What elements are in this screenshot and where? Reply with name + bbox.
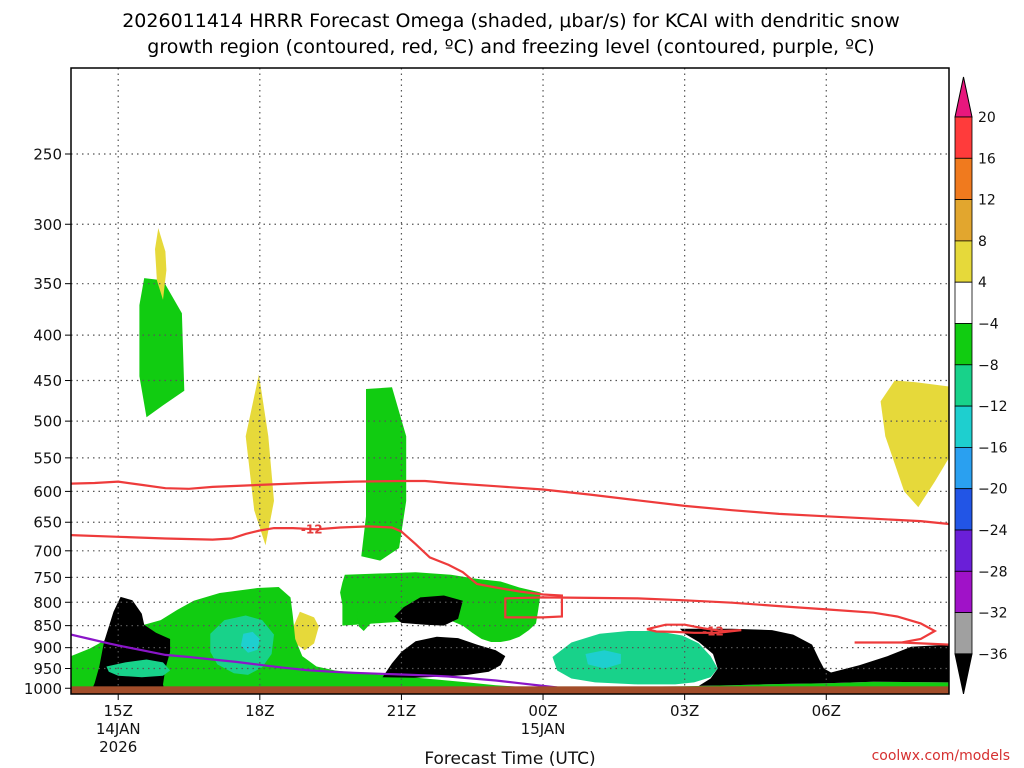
omega-region-white-8 [382,636,506,678]
ground-fill [71,686,949,694]
colorbar-label-10: −24 [978,523,1008,539]
x-axis-label: Forecast Time (UTC) [424,749,595,768]
colorbar-swatch-8 [954,446,973,490]
freezing-level-contour [71,633,558,689]
omega-regions [71,228,949,694]
omega-region-white-9 [679,628,949,686]
y-tick-label-650: 650 [33,514,62,532]
dgz-contour-closed [646,623,742,634]
y-tick-label-450: 450 [33,372,62,390]
colorbar-label-2: 12 [978,193,996,209]
x-tick-label-21Z: 21Z [387,702,416,720]
colorbar: 20 16 12 8 4 −4 −8 −12 −16 −20 −24 −28 −32 −36 [954,76,1008,695]
contour-label-1: -12 [702,624,724,638]
colorbar-label-7: −12 [978,399,1008,415]
colorbar-swatch-12 [954,612,973,655]
y-tick-label-350: 350 [33,275,62,293]
y-tick-label-950: 950 [33,660,62,678]
x-tick-date-00Z: 15JAN [521,720,566,738]
y-tick-label-600: 600 [33,483,62,501]
x-tick-label-03Z: 03Z [670,702,699,720]
y-tick-label-700: 700 [33,542,62,560]
omega-region-green-0 [139,278,185,418]
omega-region-yellow-12 [880,380,949,508]
y-tick-label-800: 800 [33,594,62,612]
colorbar-swatch-3 [954,240,973,283]
grid-lines [71,68,949,694]
omega-region-green-6 [71,587,949,694]
colorbar-label-6: −8 [978,358,999,374]
x-tick-date-15Z: 14JAN [96,720,141,738]
colorbar-swatch-10 [954,529,973,572]
ground-layer [71,686,949,694]
colorbar-swatch-6 [954,364,973,407]
x-tick-label-06Z: 06Z [812,702,841,720]
y-tick-label-900: 900 [33,639,62,657]
x-tick-year-15Z: 2026 [99,738,137,756]
y-axis: 250 300 350 400 450 500 550 600 650 700 750 800 850 9… [24,145,71,698]
colorbar-label-3: 8 [978,234,987,250]
omega-region-green-3 [361,387,407,561]
y-tick-label-750: 750 [33,569,62,587]
colorbar-label-5: −4 [978,317,999,333]
colorbar-swatch-9 [954,488,973,531]
omega-region-white-10 [394,595,463,626]
contour-label-0: -12 [301,522,323,536]
plot-area: -12 -12 [71,68,949,694]
colorbar-label-12: −32 [978,606,1008,622]
x-tick-label-00Z: 00Z [528,702,557,720]
colorbar-swatch-7 [954,405,973,448]
colorbar-swatch-11 [954,570,973,613]
omega-region-cyan-15 [240,631,260,653]
colorbar-label-4: 4 [978,275,987,291]
colorbar-swatch-5 [954,323,973,366]
colorbar-bottom-arrow [954,653,973,695]
colorbar-swatch-2 [954,199,973,242]
x-tick-label-15Z: 15Z [104,702,133,720]
chart-title-line1: 2026011414 HRRR Forecast Omega (shaded, … [122,10,900,32]
x-tick-label-18Z: 18Z [245,702,274,720]
omega-region-yellow-1 [155,228,167,300]
omega-region-yellow-5 [292,611,319,651]
y-tick-label-400: 400 [33,327,62,345]
colorbar-label-1: 16 [978,151,996,167]
dgz-contour-lower [71,525,949,646]
colorbar-label-0: 20 [978,110,996,126]
y-tick-label-500: 500 [33,413,62,431]
colorbar-swatch-1 [954,157,973,201]
y-tick-label-850: 850 [33,617,62,635]
colorbar-top-arrow [954,76,973,118]
y-tick-label-1000: 1000 [24,680,62,698]
colorbar-label-8: −16 [978,440,1008,456]
y-tick-label-300: 300 [33,216,62,234]
chart-title-line2: growth region (contoured, red, ºC) and f… [147,36,874,58]
colorbar-label-9: −20 [978,482,1008,498]
colorbar-label-11: −28 [978,564,1008,580]
omega-region-green-11 [356,600,378,631]
y-tick-label-550: 550 [33,449,62,467]
contours: -12 -12 [71,479,949,689]
omega-region-teal-16 [552,631,718,685]
colorbar-label-13: −36 [978,647,1008,663]
credit-text: coolwx.com/models [872,748,1010,764]
y-tick-label-250: 250 [33,145,62,163]
colorbar-swatch-0 [954,116,973,159]
omega-region-cyan-17 [585,650,621,669]
dgz-contour-upper [71,479,949,526]
colorbar-swatch-4 [954,281,973,324]
